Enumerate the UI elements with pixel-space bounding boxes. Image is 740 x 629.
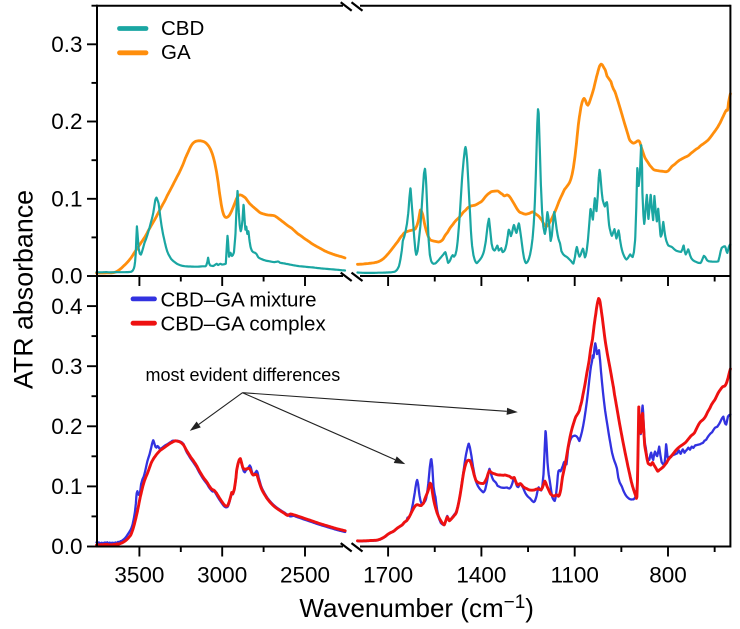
svg-text:Wavenumber (cm−1): Wavenumber (cm−1) xyxy=(299,592,534,623)
svg-text:1400: 1400 xyxy=(456,563,506,588)
svg-text:0.0: 0.0 xyxy=(51,534,82,559)
svg-text:1100: 1100 xyxy=(551,563,599,588)
svg-text:3500: 3500 xyxy=(114,563,164,588)
svg-text:CBD: CBD xyxy=(161,17,204,40)
svg-text:0.4: 0.4 xyxy=(51,294,82,319)
svg-text:800: 800 xyxy=(649,563,687,588)
svg-text:0.0: 0.0 xyxy=(51,264,82,289)
svg-text:CBD–GA mixture: CBD–GA mixture xyxy=(161,288,317,311)
svg-text:0.1: 0.1 xyxy=(51,474,82,499)
svg-text:most evident differences: most evident differences xyxy=(146,365,341,385)
svg-text:GA: GA xyxy=(161,41,191,64)
svg-text:2500: 2500 xyxy=(280,563,330,588)
svg-text:0.3: 0.3 xyxy=(51,354,82,379)
svg-text:0.3: 0.3 xyxy=(51,32,82,57)
svg-text:ATR absorbance: ATR absorbance xyxy=(9,190,39,389)
svg-text:3000: 3000 xyxy=(197,563,247,588)
svg-text:0.2: 0.2 xyxy=(51,109,82,134)
svg-text:0.1: 0.1 xyxy=(51,187,82,212)
svg-text:CBD–GA complex: CBD–GA complex xyxy=(161,313,327,336)
svg-text:1700: 1700 xyxy=(363,563,413,588)
svg-text:0.2: 0.2 xyxy=(51,414,82,439)
